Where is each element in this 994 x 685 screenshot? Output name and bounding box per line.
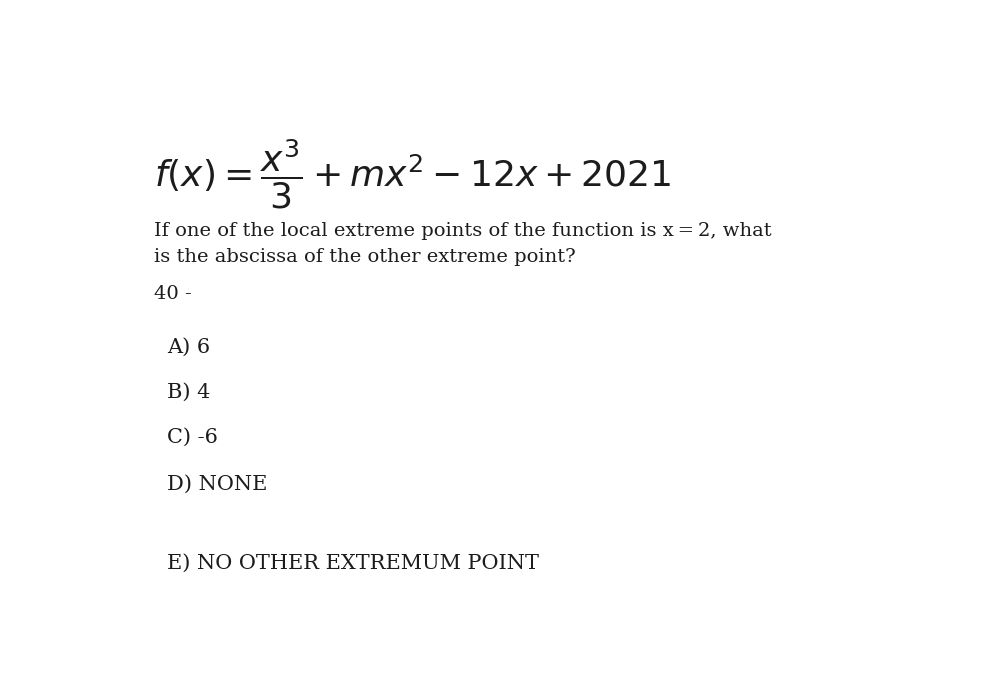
Text: is the abscissa of the other extreme point?: is the abscissa of the other extreme poi… [153,249,575,266]
Text: 40 -: 40 - [153,285,191,303]
Text: B) 4: B) 4 [167,383,210,402]
Text: D) NONE: D) NONE [167,475,267,494]
Text: C) -6: C) -6 [167,427,218,447]
Text: E) NO OTHER EXTREMUM POINT: E) NO OTHER EXTREMUM POINT [167,554,538,573]
Text: $f(x) = \dfrac{x^3}{3} + mx^2 - 12x + 2021$: $f(x) = \dfrac{x^3}{3} + mx^2 - 12x + 20… [153,138,671,211]
Text: A) 6: A) 6 [167,338,210,357]
Text: If one of the local extreme points of the function is x = 2, what: If one of the local extreme points of th… [153,222,770,240]
